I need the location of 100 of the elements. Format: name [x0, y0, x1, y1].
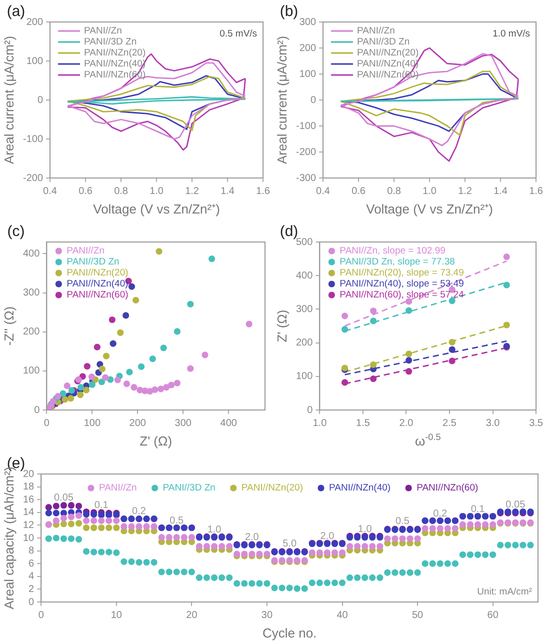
y-tick-label: 400 [296, 270, 314, 282]
annotation: 0.2 [132, 506, 146, 517]
y-tick-label: 300 [22, 288, 40, 299]
x-tick-label: 1.0 [150, 186, 164, 197]
legend-label: PANI//NZn(20) [241, 482, 303, 494]
chart-title: (d) [280, 223, 298, 240]
y-tick-label: 100 [296, 371, 314, 382]
annotation: 5.0 [282, 538, 297, 550]
y-tick-label: 300 [296, 304, 314, 315]
x-axis-title: Voltage (V vs Zn/Zn²⁺) [93, 202, 220, 217]
y-tick-label: 100 [22, 366, 40, 377]
y-tick-label: 14 [23, 507, 35, 518]
chart-title: (c) [7, 223, 25, 240]
y-tick-label: -200 [23, 172, 44, 184]
legend-label: PANI//3D Zn [84, 36, 137, 48]
annotation: 0.1 [470, 504, 486, 515]
y-tick-label: 300 [299, 16, 316, 28]
y-tick-label: 200 [296, 338, 314, 349]
annotation: 0.1 [94, 500, 109, 512]
y-axis-title: Areal current (μA/cm²) [2, 36, 17, 164]
x-tick-label: 200 [129, 418, 146, 429]
chart-title: (a) [6, 3, 26, 20]
legend-label: PANI//Zn, slope = 102.99 [340, 246, 446, 257]
x-tick-label: 1.6 [256, 186, 270, 197]
legend-label: PANI//NZn(40) [328, 482, 391, 494]
y-tick-label: -100 [23, 134, 44, 145]
chart-title: (b) [280, 3, 298, 20]
y-tick-label: 0 [307, 404, 314, 416]
legend-label: PANI//NZn(20) [84, 48, 146, 59]
legend-label: PANI//Zn [98, 482, 137, 494]
legend-label: PANI//3D Zn, slope = 77.38 [340, 256, 455, 268]
x-tick-label: 1.0 [312, 418, 328, 429]
x-tick-label: 1.2 [458, 186, 472, 197]
annotation: Unit: mA/cm² [477, 586, 532, 598]
annotation: 0.5 [170, 515, 184, 526]
x-axis-title: Cycle no. [262, 626, 317, 641]
annotation: 2.0 [320, 530, 335, 542]
x-axis-title: Voltage (V vs Zn/Zn²⁺) [366, 202, 493, 217]
annotation: 1.0 [207, 524, 222, 536]
y-tick-label: 12 [23, 520, 35, 531]
annotation: 0.5 mV/s [220, 28, 258, 40]
y-tick-label: 18 [23, 482, 35, 493]
legend-label: PANI//NZn(40) [66, 278, 128, 290]
y-tick-label: 16 [23, 494, 35, 506]
x-tick-label: 1.4 [220, 186, 235, 197]
y-axis-title: Z' (Ω) [274, 310, 290, 342]
legend-label: PANI//NZn(20) [66, 268, 128, 279]
y-tick-label: 4 [28, 571, 35, 582]
x-tick-label: 2.0 [399, 418, 414, 429]
x-tick-label: 40 [336, 610, 348, 621]
y-tick-label: 8 [28, 546, 35, 557]
x-tick-label: 0.8 [114, 186, 128, 197]
x-tick-label: 3.0 [486, 418, 500, 429]
y-tick-label: 100 [26, 56, 44, 67]
x-tick-label: 1.2 [185, 186, 200, 197]
y-tick-label: 6 [28, 558, 35, 570]
x-tick-label: 0.4 [316, 186, 330, 197]
x-tick-label: 1.4 [494, 186, 508, 197]
y-tick-label: 0 [34, 404, 40, 416]
annotation: 0.2 [433, 508, 448, 520]
legend-label: PANI//NZn(40), slope = 53.49 [340, 278, 464, 290]
legend-label: PANI//3D Zn [162, 482, 216, 494]
x-tick-label: 1.6 [529, 186, 544, 197]
x-tick-label: 0.8 [387, 186, 402, 197]
y-tick-label: 0 [28, 596, 35, 608]
x-tick-label: 1.5 [356, 418, 370, 429]
legend-label: PANI//NZn(60) [66, 290, 128, 301]
x-tick-label: 300 [174, 418, 192, 429]
x-tick-label: 100 [84, 418, 101, 429]
legend-label: PANI//NZn(20), slope = 73.49 [340, 268, 464, 279]
y-tick-label: 0 [37, 94, 44, 106]
x-axis-title: Z' (Ω) [140, 434, 172, 449]
y-tick-label: 100 [299, 68, 316, 80]
x-tick-label: 1.0 [422, 186, 437, 197]
legend-label: PANI//NZn(60), slope = 57.24 [340, 290, 464, 301]
y-tick-label: -100 [296, 120, 316, 132]
y-tick-label: 500 [296, 236, 314, 248]
y-tick-label: 200 [22, 326, 40, 338]
y-tick-label: 0 [310, 94, 316, 106]
legend-label: PANI//Zn [357, 26, 395, 37]
legend-label: PANI//NZn(20) [357, 48, 419, 59]
y-tick-label: -300 [296, 172, 316, 184]
annotation: 1.0 mV/s [492, 28, 530, 40]
legend-label: PANI//Zn [66, 246, 105, 257]
x-tick-label: 2.5 [442, 418, 457, 429]
x-tick-label: 30 [261, 610, 273, 621]
annotation: 0.05 [506, 499, 526, 510]
y-axis-title: Areal current (μA/cm²) [274, 36, 290, 164]
y-tick-label: -200 [296, 146, 316, 158]
y-tick-label: 20 [23, 468, 35, 480]
y-axis-title: -Z'' (Ω) [2, 306, 17, 346]
y-tick-label: 200 [299, 42, 316, 54]
y-tick-label: 10 [23, 532, 35, 544]
annotation: 0.05 [54, 492, 74, 504]
x-tick-label: 0.6 [78, 186, 93, 197]
x-tick-label: 3.5 [529, 418, 544, 429]
legend-label: PANI//3D Zn [66, 256, 120, 268]
y-tick-label: 400 [22, 248, 40, 260]
x-tick-label: 0.6 [352, 186, 366, 197]
annotation: 1.0 [358, 524, 372, 535]
